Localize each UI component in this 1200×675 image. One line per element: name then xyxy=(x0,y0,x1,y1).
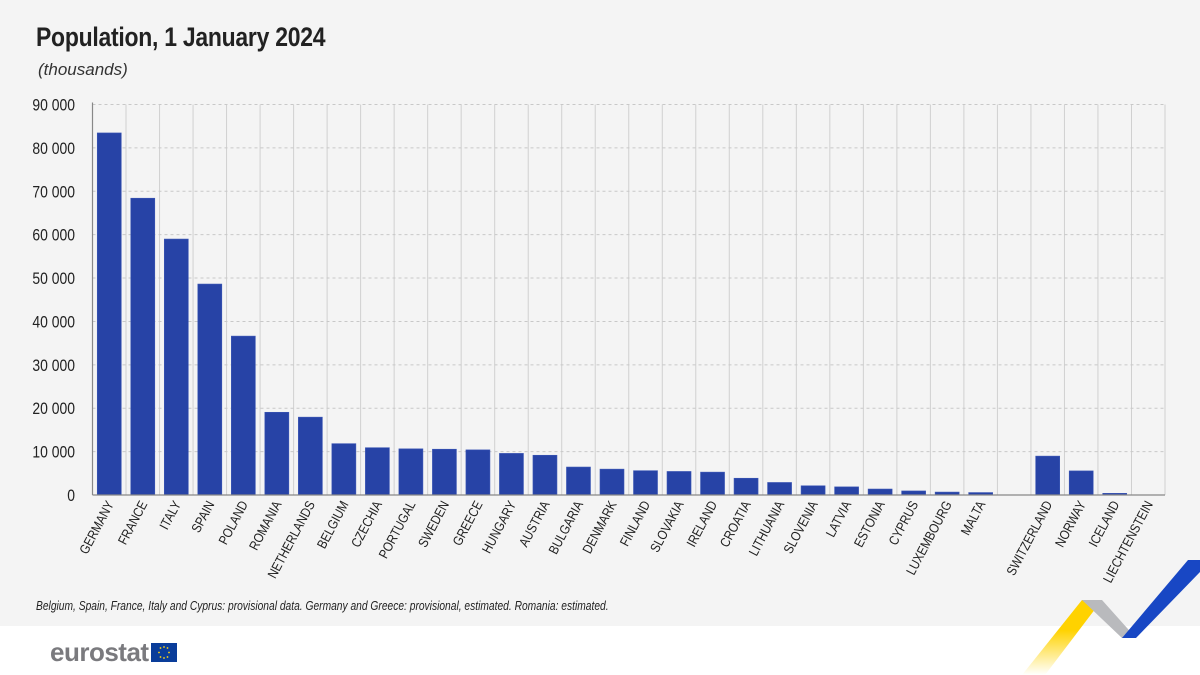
bar xyxy=(163,238,189,496)
bar xyxy=(633,470,658,496)
x-tick-label: IRELAND xyxy=(684,498,721,549)
bar xyxy=(499,453,524,496)
x-tick-label: POLAND xyxy=(216,498,251,547)
bar xyxy=(532,454,558,496)
bar-chart: 0 10 000 20 000 30 000 40 000 50 000 60 000 70 … xyxy=(32,96,1166,585)
bar xyxy=(231,335,256,496)
footnote: Belgium, Spain, France, Italy and Cyprus… xyxy=(36,599,609,613)
eurostat-logo: eurostat xyxy=(50,637,177,668)
y-tick-label: 10 000 xyxy=(32,443,75,462)
bar xyxy=(767,482,792,496)
x-tick-label: ITALY xyxy=(157,498,185,532)
bar xyxy=(398,448,424,496)
bar xyxy=(432,448,457,496)
chart-subtitle: (thousands) xyxy=(38,60,128,79)
bar xyxy=(130,197,156,496)
bar xyxy=(599,468,625,496)
bar xyxy=(96,132,122,496)
decorative-ribbon-icon xyxy=(1022,560,1200,675)
x-tick-label: SLOVAKIA xyxy=(647,498,687,555)
y-tick-label: 70 000 xyxy=(32,183,75,202)
x-tick-label: SPAIN xyxy=(189,498,218,535)
bar xyxy=(566,466,591,496)
bar xyxy=(800,485,826,496)
x-tick-label: ESTONIA xyxy=(851,498,888,550)
x-tick-label: BELGIUM xyxy=(314,498,352,551)
x-tick-label: SWEDEN xyxy=(415,498,452,550)
bar xyxy=(331,443,357,496)
bar xyxy=(867,488,893,496)
y-tick-label: 20 000 xyxy=(32,400,75,419)
eu-flag-icon xyxy=(150,643,177,662)
logo-text: eurostat xyxy=(50,637,149,667)
bar xyxy=(834,486,859,496)
x-tick-label: GREECE xyxy=(450,498,486,548)
y-tick-label: 30 000 xyxy=(32,357,75,376)
bar xyxy=(298,416,323,496)
x-tick-label: CYPRUS xyxy=(886,498,922,547)
y-tick-label: 50 000 xyxy=(32,270,75,289)
x-tick-label: CROATIA xyxy=(717,498,754,550)
bar xyxy=(666,471,692,496)
x-tick-label: ICELAND xyxy=(1086,498,1123,549)
bar xyxy=(264,411,290,496)
x-tick-label: CZECHIA xyxy=(348,498,385,550)
x-tick-label: AUSTRIA xyxy=(516,498,553,549)
x-tick-label: GERMANY xyxy=(77,498,118,557)
x-tick-label: FINLAND xyxy=(617,498,653,548)
bar xyxy=(700,471,725,496)
bar xyxy=(901,490,926,496)
y-tick-label: 0 xyxy=(67,487,75,506)
bar xyxy=(465,449,491,496)
x-tick-label: LATVIA xyxy=(823,498,855,540)
bar xyxy=(365,447,390,496)
x-tick-label: NORWAY xyxy=(1052,498,1089,550)
bar xyxy=(1068,470,1094,496)
x-tick-label: ROMANIA xyxy=(246,498,285,553)
y-tick-label: 80 000 xyxy=(32,140,75,159)
x-tick-label: MALTA xyxy=(958,498,989,538)
y-tick-label: 90 000 xyxy=(32,96,75,115)
x-tick-label: HUNGARY xyxy=(479,498,519,556)
bar xyxy=(197,283,223,496)
bar xyxy=(1035,455,1060,496)
y-tick-label: 40 000 xyxy=(32,313,75,332)
bar xyxy=(733,477,759,496)
x-tick-label: FRANCE xyxy=(115,498,150,547)
y-tick-label: 60 000 xyxy=(32,226,75,245)
chart-title: Population, 1 January 2024 xyxy=(36,22,326,52)
